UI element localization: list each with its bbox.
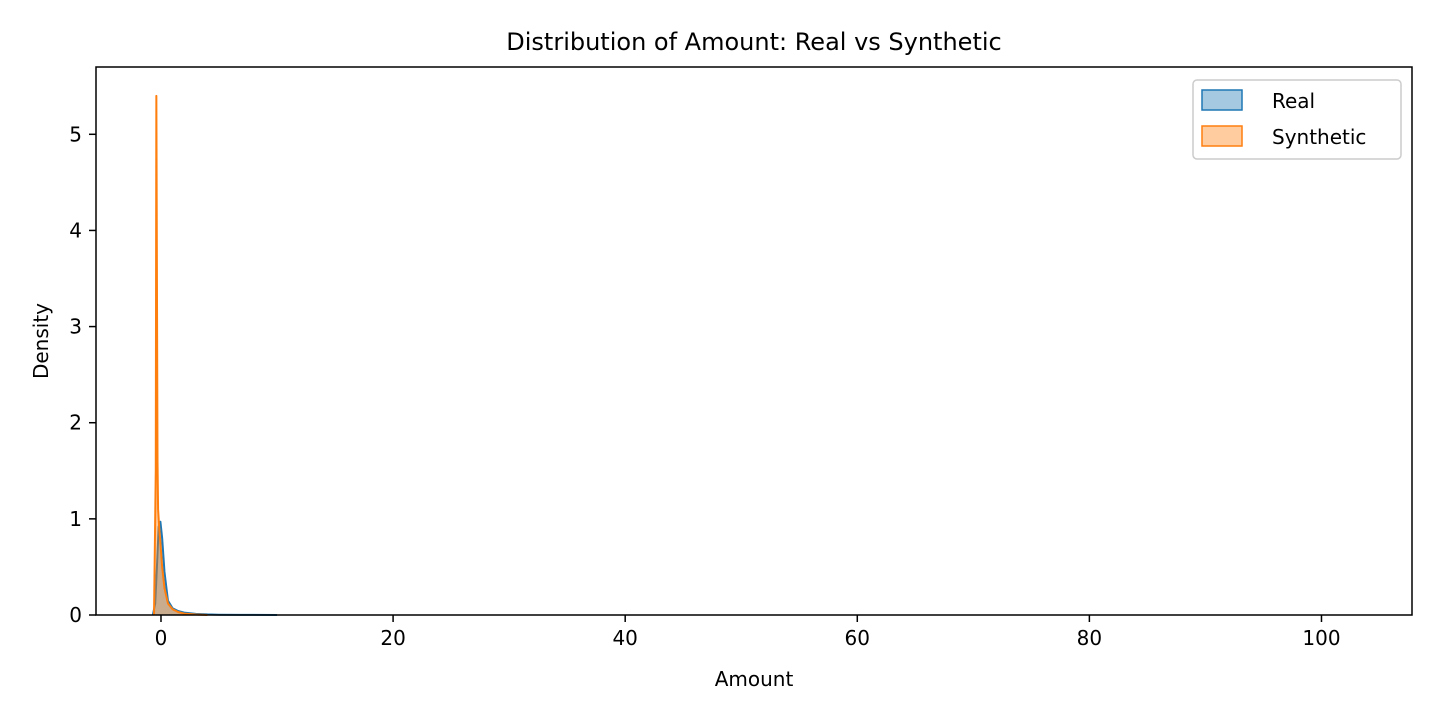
legend-swatch-synthetic: [1201, 125, 1243, 147]
axis-ticks: 0 20 40 60 80 100 0 1 2 3 4 5: [69, 122, 1340, 650]
legend-swatch-real: [1201, 89, 1243, 111]
plot-frame: [95, 66, 1413, 616]
y-tick-label: 3: [69, 315, 82, 339]
x-tick-label: 40: [612, 626, 637, 650]
y-tick-label: 4: [69, 218, 82, 242]
x-tick-label: 0: [155, 626, 168, 650]
y-axis-label: Density: [29, 303, 53, 379]
y-tick-label: 5: [69, 122, 82, 146]
x-tick-label: 20: [380, 626, 405, 650]
legend-label-synthetic: Synthetic: [1272, 125, 1366, 149]
density-area-synthetic: [154, 95, 208, 616]
density-line-synthetic: [153, 94, 208, 616]
density-area-real: [152, 521, 278, 615]
y-tick-label: 2: [69, 411, 82, 435]
chart-title: Distribution of Amount: Real vs Syntheti…: [506, 28, 1001, 56]
x-axis-label: Amount: [715, 667, 794, 691]
legend: Real Synthetic: [1192, 79, 1402, 160]
x-tick-label: 100: [1302, 626, 1340, 650]
legend-label-real: Real: [1272, 89, 1315, 113]
legend-box: [1192, 79, 1402, 160]
y-tick-label: 0: [69, 603, 82, 627]
y-tick-label: 1: [69, 507, 82, 531]
x-tick-label: 80: [1077, 626, 1102, 650]
x-tick-label: 60: [845, 626, 870, 650]
